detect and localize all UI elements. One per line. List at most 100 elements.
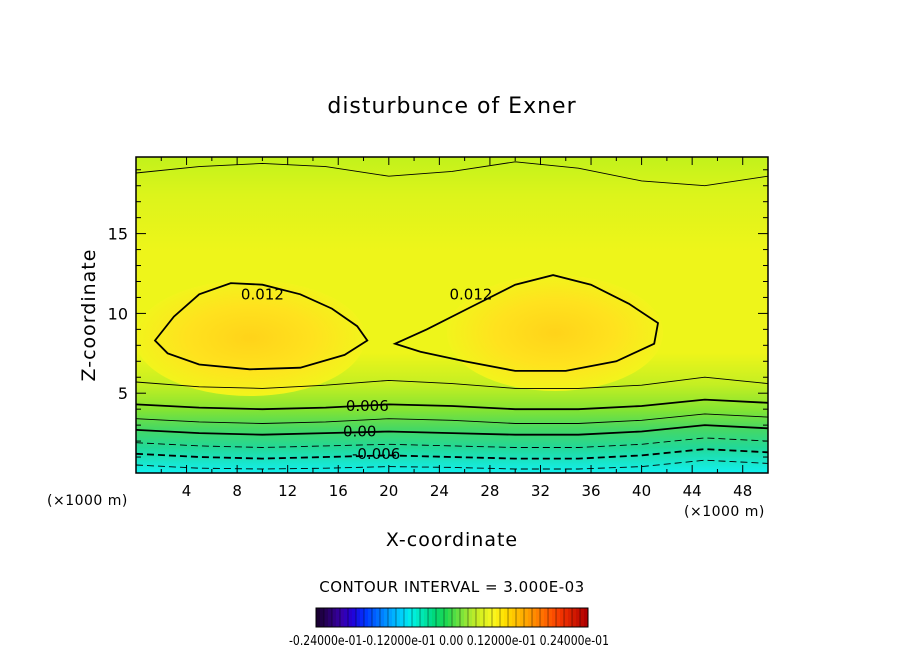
x-tick-label-5: 24 [430, 482, 449, 500]
colorbar-cell [384, 608, 389, 627]
colorbar-cell [368, 608, 373, 627]
colorbar-cell [408, 608, 413, 627]
colorbar-cell [564, 608, 569, 627]
colorbar-cell [432, 608, 437, 627]
colorbar-cell [524, 608, 529, 627]
colorbar-cell [372, 608, 377, 627]
colorbar-labels: -0.24000e-01-0.12000e-01 0.00 0.12000e-0… [289, 634, 609, 649]
colorbar-cell [560, 608, 565, 627]
colorbar-cell [340, 608, 345, 627]
colorbar-cell [452, 608, 457, 627]
x-tick-label-10: 44 [683, 482, 702, 500]
colorbar-cell [484, 608, 489, 627]
colorbar-cell [472, 608, 477, 627]
colorbar-cell [456, 608, 461, 627]
contour-labels: 0.012 0.012 0.006 0.00 -0.006 [241, 285, 493, 463]
colorbar-cell [532, 608, 537, 627]
colorbar-cell [320, 608, 325, 627]
colorbar-cell [348, 608, 353, 627]
contour-line-9 [136, 459, 768, 470]
colorbar-cell [556, 608, 561, 627]
colorbar-cell [476, 608, 481, 627]
colorbar-cell [580, 608, 585, 627]
colorbar-cell [344, 608, 349, 627]
colorbar-cell [552, 608, 557, 627]
x-axis: 4 8 12 16 20 24 28 32 36 40 44 48 [160, 157, 752, 500]
colorbar-cell [428, 608, 433, 627]
colorbar-cell [324, 608, 329, 627]
colorbar-cell [332, 608, 337, 627]
colorbar-cell [480, 608, 485, 627]
colorbar-cell [500, 608, 505, 627]
colorbar-cell [536, 608, 541, 627]
x-tick-label-8: 36 [581, 482, 600, 500]
colorbar-cell [520, 608, 525, 627]
colorbar-cell [464, 608, 469, 627]
colorbar-cell [388, 608, 393, 627]
colorbar-cell [396, 608, 401, 627]
colorbar-cell [488, 608, 493, 627]
colorbar-cell [576, 608, 581, 627]
colorbar-cell [380, 608, 385, 627]
x-tick-label-9: 40 [632, 482, 651, 500]
x-tick-label-7: 32 [531, 482, 550, 500]
contour-line-4 [136, 398, 768, 411]
y-tick-label-0: 5 [118, 384, 128, 403]
colorbar-cell [436, 608, 441, 627]
x-tick-label-0: 4 [182, 482, 192, 500]
colorbar-cell [328, 608, 333, 627]
colorbar-cell [448, 608, 453, 627]
colorbar-cell [440, 608, 445, 627]
colorbar-cell [364, 608, 369, 627]
colorbar-cell [528, 608, 533, 627]
colorbar-cell [508, 608, 513, 627]
field-core-left [136, 280, 365, 396]
colorbar-cell [360, 608, 365, 627]
colorbar [315, 607, 589, 628]
contour-line-2 [136, 161, 768, 187]
colorbar-cell [420, 608, 425, 627]
colorbar-cell [424, 608, 429, 627]
colorbar-frame [315, 607, 589, 628]
colorbar-cell [352, 608, 357, 627]
colorbar-cell [492, 608, 497, 627]
x-tick-label-11: 48 [733, 482, 752, 500]
colorbar-cell [568, 608, 573, 627]
contour-label-0: 0.012 [241, 285, 284, 303]
colorbar-cell [376, 608, 381, 627]
contour-label-4: -0.006 [352, 445, 400, 463]
y-tick-label-1: 10 [108, 304, 128, 323]
contour-line-3 [136, 376, 768, 389]
colorbar-cell [516, 608, 521, 627]
contour-line-1 [392, 274, 659, 372]
colorbar-cell [544, 608, 549, 627]
colorbar-cell [504, 608, 509, 627]
x-axis-label: X-coordinate [386, 529, 518, 551]
colorbar-cell [356, 608, 361, 627]
contour-line-5 [136, 413, 768, 424]
colorbar-cell [460, 608, 465, 627]
colorbar-cell [548, 608, 553, 627]
colorbar-cell [404, 608, 409, 627]
colorbar-cell [336, 608, 341, 627]
contour-label-2: 0.006 [346, 397, 389, 415]
contour-line-7 [136, 437, 768, 448]
contour-label-3: 0.00 [343, 423, 376, 441]
x-tick-label-1: 8 [232, 482, 242, 500]
chart-title: disturbunce of Exner [327, 94, 576, 119]
x-tick-label-3: 16 [329, 482, 348, 500]
colorbar-cell [412, 608, 417, 627]
colorbar-cell [468, 608, 473, 627]
colorbar-cell [400, 608, 405, 627]
contour-line-8 [136, 448, 768, 460]
plot-field [136, 157, 768, 473]
plot-frame [135, 156, 769, 474]
y-tick-label-2: 15 [108, 225, 128, 244]
colorbar-cell [572, 608, 577, 627]
x-tick-label-4: 20 [379, 482, 398, 500]
x-unit-left: (×1000 m) [47, 493, 128, 509]
colorbar-cell [512, 608, 517, 627]
colorbar-cell [444, 608, 449, 627]
y-axis: 5 10 15 [108, 169, 768, 458]
